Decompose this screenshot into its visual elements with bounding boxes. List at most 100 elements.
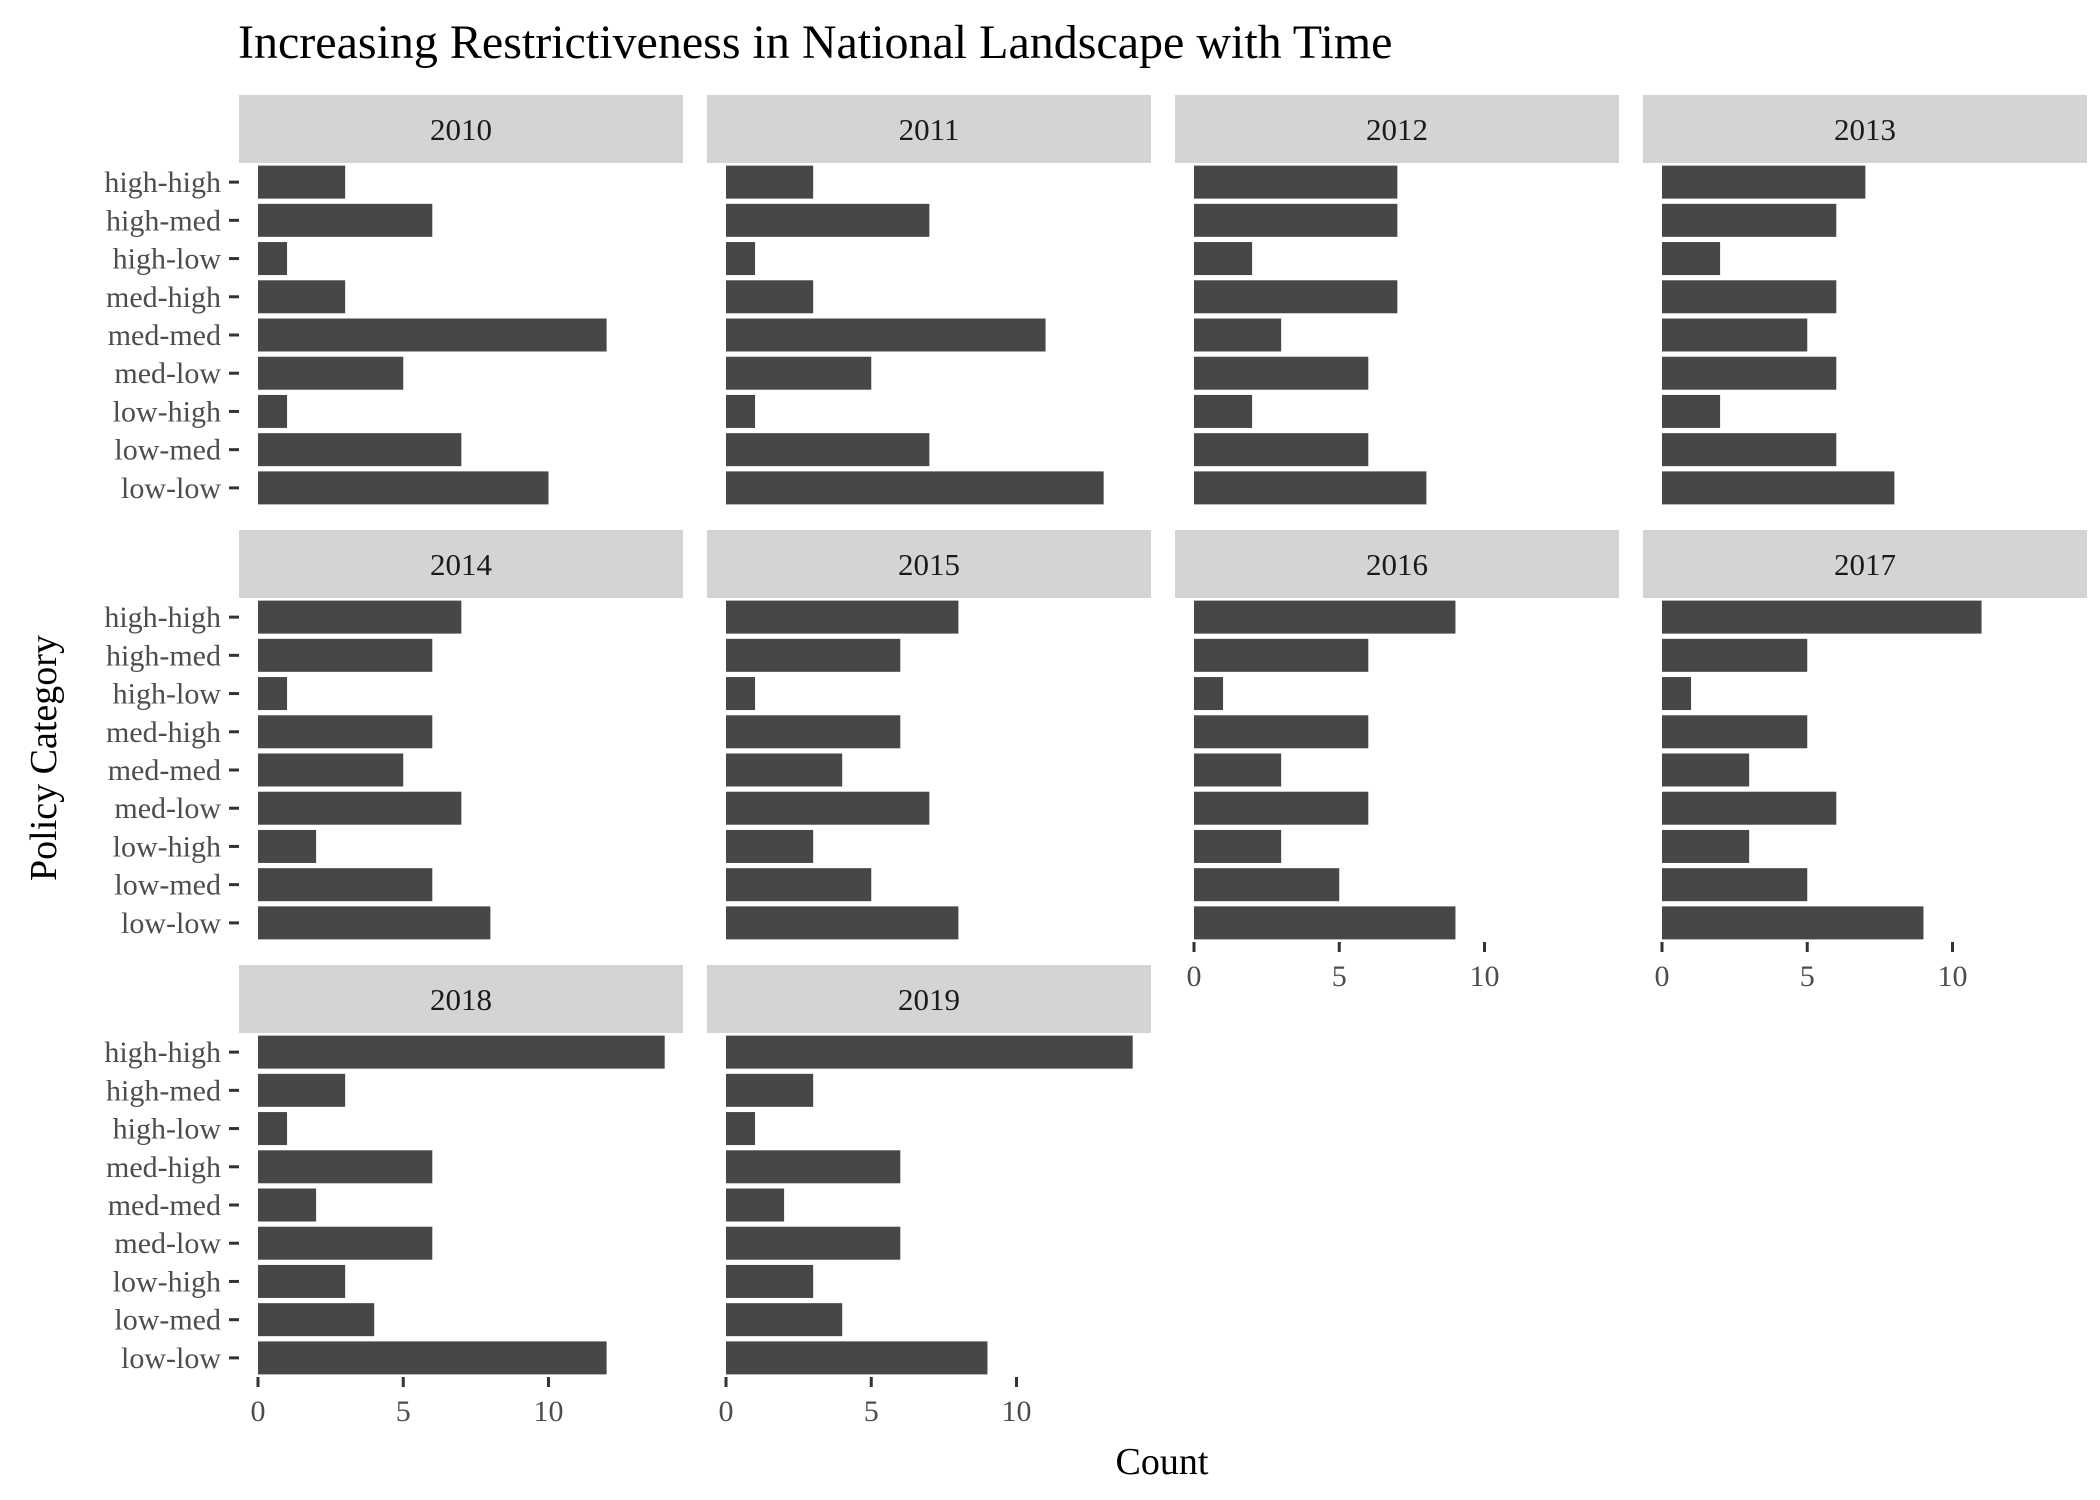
bar-2010-med-high	[258, 280, 346, 314]
x-tick-label: 0	[251, 1395, 266, 1428]
bar-2014-med-med	[258, 753, 404, 787]
facet-strip	[239, 965, 683, 1033]
facet-strip	[1643, 530, 2087, 598]
bar-2018-high-high	[258, 1035, 665, 1069]
bar-2017-med-high	[1662, 715, 1808, 749]
facet-strip	[1175, 530, 1619, 598]
bar-2011-high-med	[726, 203, 930, 237]
y-tick-label: high-med	[106, 639, 221, 672]
facet-panels: 2010 high-high high-med high-low med-high med…	[104, 95, 2087, 1428]
bar-2017-med-low	[1662, 791, 1837, 825]
facet-strip-label: 2019	[898, 982, 960, 1017]
bar-2010-low-med	[258, 433, 462, 467]
bar-2010-high-high	[258, 165, 346, 199]
bar-2019-high-high	[726, 1035, 1133, 1069]
y-tick-label: med-low	[114, 792, 221, 825]
bar-2010-low-low	[258, 471, 549, 505]
bar-2012-high-med	[1194, 203, 1398, 237]
bar-2017-low-med	[1662, 868, 1808, 902]
bar-2013-low-low	[1662, 471, 1895, 505]
y-tick-label: high-high	[104, 166, 221, 199]
facet-strip-label: 2014	[430, 547, 493, 582]
bar-2014-low-high	[258, 829, 317, 863]
facet-panel-2011: 2011	[707, 95, 1151, 505]
x-axis-title: Count	[1116, 1441, 1209, 1483]
facet-panel-2019: 2019 0 5 10	[707, 965, 1151, 1428]
bar-2019-high-low	[726, 1112, 756, 1146]
bar-2011-med-low	[726, 356, 872, 390]
facet-strip	[239, 530, 683, 598]
bar-2018-high-low	[258, 1112, 288, 1146]
y-tick-label: high-high	[104, 1036, 221, 1069]
x-tick-label: 5	[1332, 960, 1347, 993]
bar-2019-low-med	[726, 1303, 843, 1337]
x-tick-label: 5	[396, 1395, 411, 1428]
x-tick-label: 5	[864, 1395, 879, 1428]
bar-2018-med-high	[258, 1150, 433, 1184]
facet-strip	[239, 95, 683, 163]
y-tick-label: low-high	[113, 830, 221, 863]
bar-2014-high-med	[258, 638, 433, 672]
bar-2015-high-med	[726, 638, 901, 672]
bar-2016-high-med	[1194, 638, 1369, 672]
bar-2014-high-high	[258, 600, 462, 634]
facet-panel-2016: 2016 0 5 10	[1175, 530, 1619, 993]
facet-strip	[707, 530, 1151, 598]
bar-2013-low-high	[1662, 394, 1721, 428]
y-tick-label: low-med	[114, 1304, 221, 1337]
bar-2019-high-med	[726, 1073, 814, 1107]
bar-2012-low-low	[1194, 471, 1427, 505]
bar-2015-low-med	[726, 868, 872, 902]
bar-2012-med-high	[1194, 280, 1398, 314]
x-tick-label: 5	[1800, 960, 1815, 993]
bar-2011-high-high	[726, 165, 814, 199]
bar-2011-low-med	[726, 433, 930, 467]
y-tick-label: low-med	[114, 869, 221, 902]
bar-2012-med-med	[1194, 318, 1282, 352]
bar-2012-low-med	[1194, 433, 1369, 467]
bar-2014-med-low	[258, 791, 462, 825]
bar-2018-low-med	[258, 1303, 375, 1337]
y-tick-label: med-low	[114, 1227, 221, 1260]
bar-2016-high-low	[1194, 677, 1224, 711]
bar-2014-low-med	[258, 868, 433, 902]
x-tick-label: 0	[719, 1395, 734, 1428]
bar-2010-med-med	[258, 318, 607, 352]
bar-2010-med-low	[258, 356, 404, 390]
bar-2018-med-med	[258, 1188, 317, 1222]
bar-2013-high-low	[1662, 242, 1721, 276]
y-tick-label: high-med	[106, 1074, 221, 1107]
x-tick-label: 0	[1187, 960, 1202, 993]
bar-2017-high-med	[1662, 638, 1808, 672]
bar-2014-high-low	[258, 677, 288, 711]
y-tick-label: high-low	[113, 1113, 222, 1146]
bar-2016-med-med	[1194, 753, 1282, 787]
bar-2016-low-med	[1194, 868, 1340, 902]
y-axis-title: Policy Category	[23, 635, 65, 881]
bar-2018-med-low	[258, 1226, 433, 1260]
bar-2010-low-high	[258, 394, 288, 428]
bar-2013-med-low	[1662, 356, 1837, 390]
bar-2010-high-low	[258, 242, 288, 276]
y-tick-label: low-low	[121, 1342, 221, 1375]
bar-2015-med-med	[726, 753, 843, 787]
bar-2015-high-low	[726, 677, 756, 711]
bar-2012-high-high	[1194, 165, 1398, 199]
y-tick-label: med-med	[108, 1189, 221, 1222]
facet-strip	[1175, 95, 1619, 163]
y-tick-label: med-med	[108, 754, 221, 787]
bar-2011-low-low	[726, 471, 1104, 505]
bar-2011-med-med	[726, 318, 1046, 352]
bar-2012-high-low	[1194, 242, 1253, 276]
bar-2017-low-high	[1662, 829, 1750, 863]
chart-title: Increasing Restrictiveness in National L…	[238, 16, 1392, 69]
bar-2019-med-high	[726, 1150, 901, 1184]
bar-2016-med-low	[1194, 791, 1369, 825]
x-tick-label: 10	[1470, 960, 1500, 993]
y-tick-label: low-low	[121, 907, 221, 940]
bar-2017-high-high	[1662, 600, 1982, 634]
facet-panel-2012: 2012	[1175, 95, 1619, 505]
bar-2019-med-low	[726, 1226, 901, 1260]
facet-strip-label: 2010	[430, 112, 492, 147]
